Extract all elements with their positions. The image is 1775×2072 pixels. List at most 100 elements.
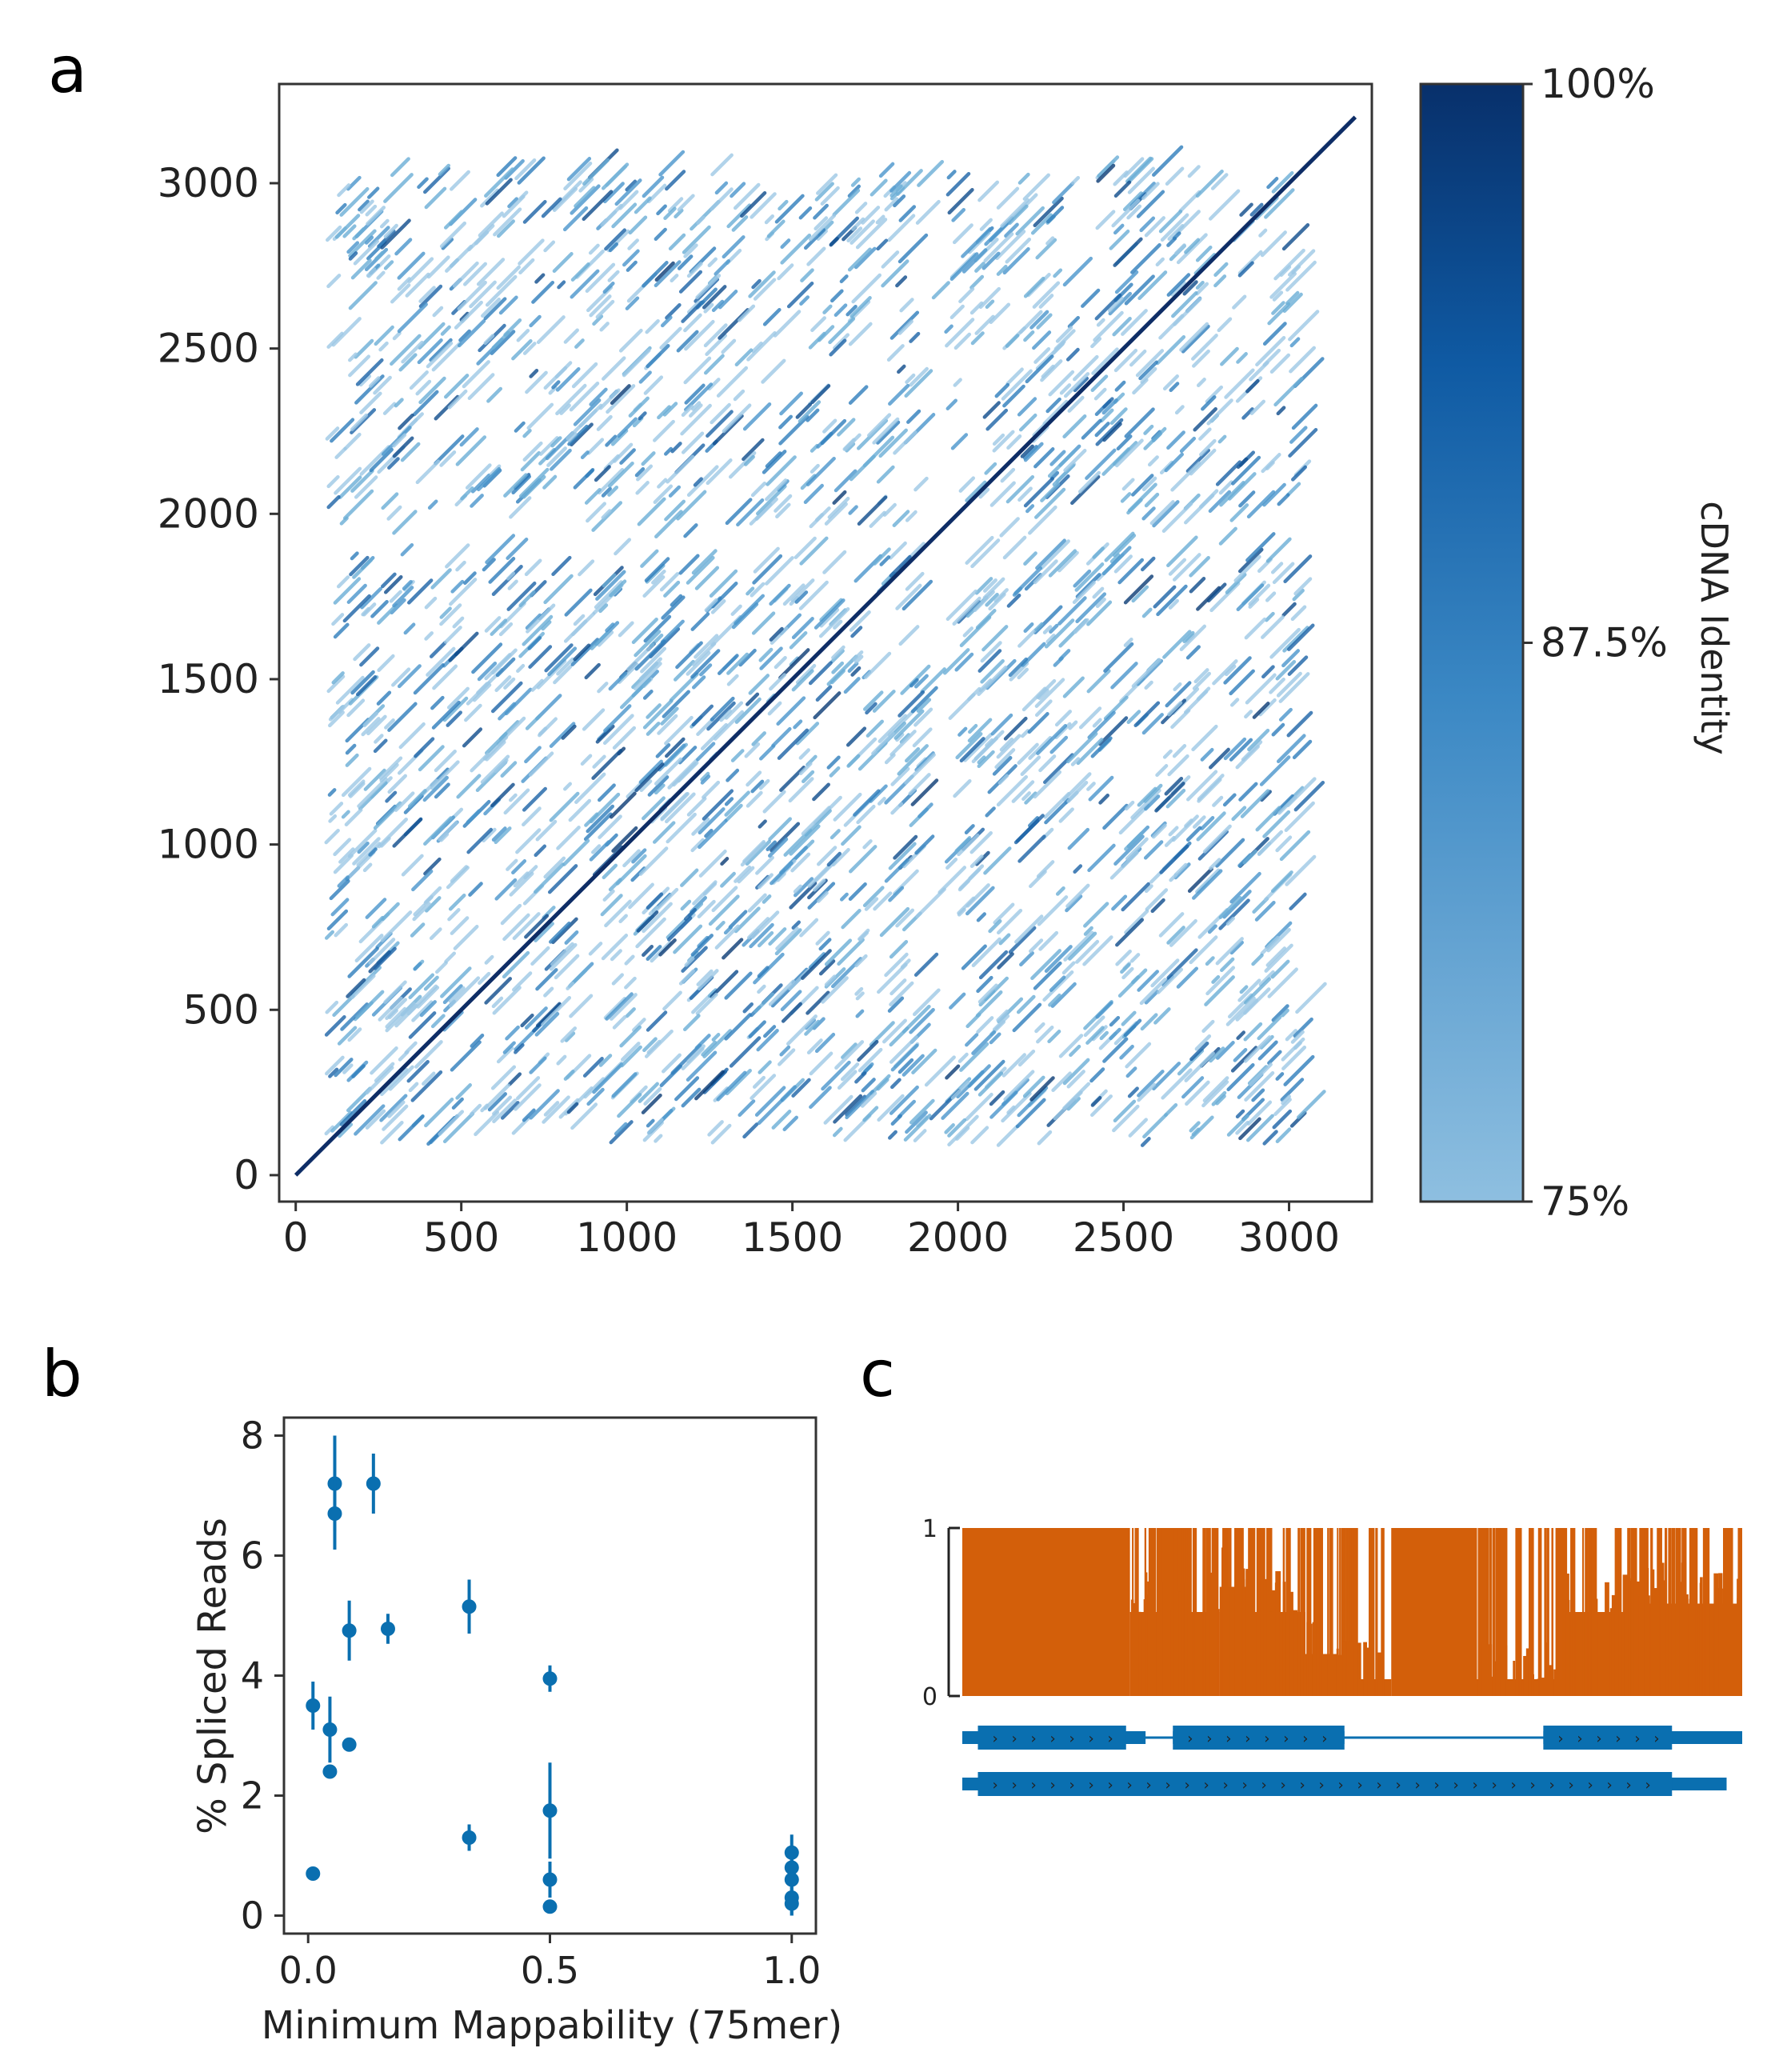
dotplot-point xyxy=(543,574,574,605)
dotplot-point xyxy=(1008,657,1029,678)
dotplot-point xyxy=(854,986,864,996)
data-point xyxy=(542,1899,558,1914)
dotplot-point xyxy=(702,1029,733,1058)
dotplot-point xyxy=(957,599,981,624)
coverage-spike xyxy=(1274,1582,1280,1696)
dotplot-point xyxy=(1244,1070,1275,1102)
dotplot-point xyxy=(490,782,515,808)
coverage-spike xyxy=(1157,1528,1161,1696)
dotplot-point xyxy=(756,1028,779,1052)
dotplot-point xyxy=(486,386,503,403)
dotplot-point xyxy=(1113,554,1133,574)
dotplot-point xyxy=(1235,1109,1245,1119)
dotplot-point xyxy=(810,384,831,405)
coverage-spike xyxy=(1617,1528,1622,1696)
y-tick-label-a: 500 xyxy=(183,986,259,1033)
dotplot-point xyxy=(483,334,495,346)
dotplot-point xyxy=(466,809,482,824)
coverage-spike xyxy=(1229,1528,1232,1696)
dotplot-point xyxy=(337,183,351,198)
dotplot-point xyxy=(738,304,756,322)
dotplot-point xyxy=(1191,334,1218,361)
dotplot-point xyxy=(683,313,702,333)
dotplot-point xyxy=(365,1066,394,1095)
dotplot-point xyxy=(1166,535,1198,568)
dotplot-point xyxy=(1018,413,1037,432)
dotplot-point xyxy=(476,466,502,492)
dotplot-point xyxy=(350,551,359,561)
dotplot-point xyxy=(703,323,728,348)
dotplot-point xyxy=(855,218,888,250)
dotplot-point xyxy=(851,273,882,304)
dotplot-point xyxy=(1062,1058,1090,1086)
dotplot-point xyxy=(790,852,811,873)
dotplot-point xyxy=(416,986,440,1009)
strand-arrow: › xyxy=(1261,1777,1267,1794)
coverage-spike xyxy=(1477,1528,1481,1696)
dotplot-point xyxy=(1240,789,1270,818)
dotplot-point xyxy=(348,229,377,258)
coverage-spike xyxy=(1375,1528,1378,1696)
dotplot-point xyxy=(1036,1025,1054,1044)
dotplot-point xyxy=(1144,680,1153,690)
dotplot-point xyxy=(750,192,777,219)
dotplot-point xyxy=(344,808,363,826)
coverage-spike xyxy=(1689,1598,1694,1696)
dotplot-point xyxy=(654,783,666,795)
dotplot-point xyxy=(448,986,466,1003)
y-axis-label-b: % Spliced Reads xyxy=(190,1518,235,1834)
dotplot-point xyxy=(1269,271,1297,299)
dotplot-point xyxy=(325,1000,339,1014)
dotplot-point xyxy=(895,583,922,610)
dotplot-point xyxy=(642,796,666,821)
dotplot-point xyxy=(1215,1094,1226,1106)
dotplot-point xyxy=(1236,583,1265,611)
dotplot-point xyxy=(329,802,344,816)
dotplot-point xyxy=(392,510,418,535)
dotplot-point xyxy=(638,1082,659,1103)
dotplot-point xyxy=(374,1062,395,1083)
dotplot-point xyxy=(383,223,398,239)
dotplot-point xyxy=(913,952,939,977)
dotplot-point xyxy=(390,598,406,615)
dotplot-point xyxy=(1117,968,1148,998)
dotplot-point xyxy=(714,181,729,195)
dotplot-point xyxy=(365,204,378,217)
dotplot-point xyxy=(350,258,372,280)
dotplot-point xyxy=(1002,384,1025,408)
dotplot-point xyxy=(394,1003,418,1028)
dotplot-point xyxy=(1244,977,1272,1005)
dotplot-point xyxy=(350,413,369,431)
dotplot-point xyxy=(611,973,624,986)
dotplot-point xyxy=(585,469,594,478)
dotplot-point xyxy=(339,1099,367,1126)
dotplot-point xyxy=(808,214,837,242)
dotplot-point xyxy=(1165,788,1186,809)
dotplot-point xyxy=(522,1108,536,1122)
dotplot-point xyxy=(830,289,844,303)
dotplot-point xyxy=(1099,1030,1109,1041)
dotplot-point xyxy=(670,442,682,454)
dotplot-point xyxy=(363,768,386,791)
dotplot-point xyxy=(752,1075,766,1089)
dotplot-point xyxy=(646,1039,662,1054)
dotplot-point xyxy=(491,826,507,842)
dotplot-point xyxy=(678,969,695,986)
dotplot-point xyxy=(710,1123,732,1145)
dotplot-point xyxy=(703,302,714,314)
dotplot-point xyxy=(658,150,686,177)
coverage-spike xyxy=(1213,1528,1218,1696)
dotplot-point xyxy=(662,690,690,718)
dotplot-point xyxy=(1233,554,1261,582)
dotplot-point xyxy=(1144,492,1160,508)
dotplot-point xyxy=(556,657,575,676)
data-point xyxy=(306,1866,321,1881)
dotplot-point xyxy=(1145,888,1169,911)
dotplot-point xyxy=(872,417,900,445)
dotplot-point xyxy=(641,1093,662,1114)
coverage-spike xyxy=(1356,1642,1361,1696)
dotplot-point xyxy=(413,903,426,917)
dotplot-point xyxy=(664,715,694,746)
dotplot-point xyxy=(876,465,895,484)
